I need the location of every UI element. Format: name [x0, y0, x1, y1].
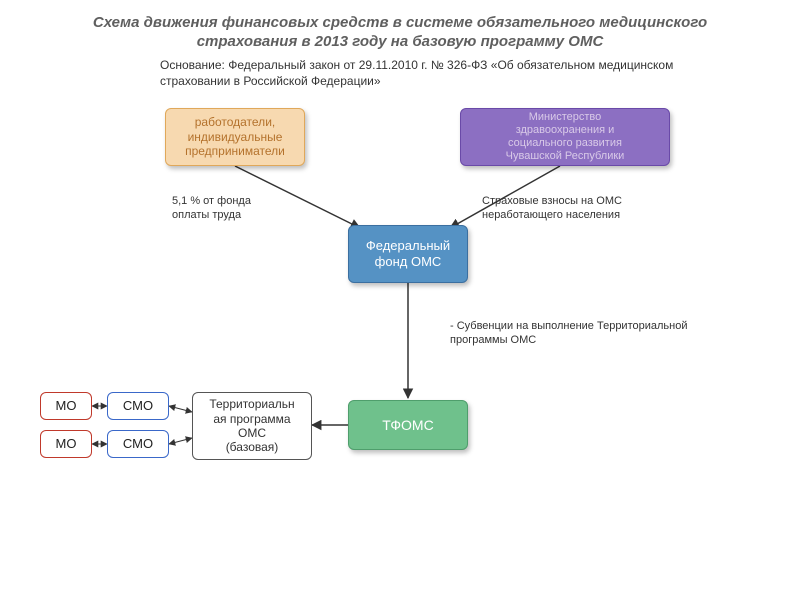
- edges-layer: [0, 0, 800, 600]
- label-subvention: - Субвенции на выполнение Территориально…: [450, 320, 750, 348]
- diagram-subtitle: Основание: Федеральный закон от 29.11.20…: [160, 58, 700, 89]
- node-mo2: МО: [40, 430, 92, 458]
- node-tfoms: ТФОМС: [348, 400, 468, 450]
- node-ministry: Министерство здравоохранения и социально…: [460, 108, 670, 166]
- node-smo2: СМО: [107, 430, 169, 458]
- label-nonworking: Страховые взносы на ОМС неработающего на…: [482, 195, 682, 223]
- node-employers: работодатели, индивидуальные предпринима…: [165, 108, 305, 166]
- label-payroll: 5,1 % от фонда оплаты труда: [172, 195, 292, 223]
- edge-4: [169, 406, 192, 412]
- node-mo1: МО: [40, 392, 92, 420]
- diagram-canvas: Схема движения финансовых средств в сист…: [0, 0, 800, 600]
- node-territorial: Территориальн ая программа ОМС (базовая): [192, 392, 312, 460]
- node-smo1: СМО: [107, 392, 169, 420]
- diagram-title: Схема движения финансовых средств в сист…: [50, 14, 750, 52]
- edge-5: [169, 438, 192, 444]
- node-federal: Федеральный фонд ОМС: [348, 225, 468, 283]
